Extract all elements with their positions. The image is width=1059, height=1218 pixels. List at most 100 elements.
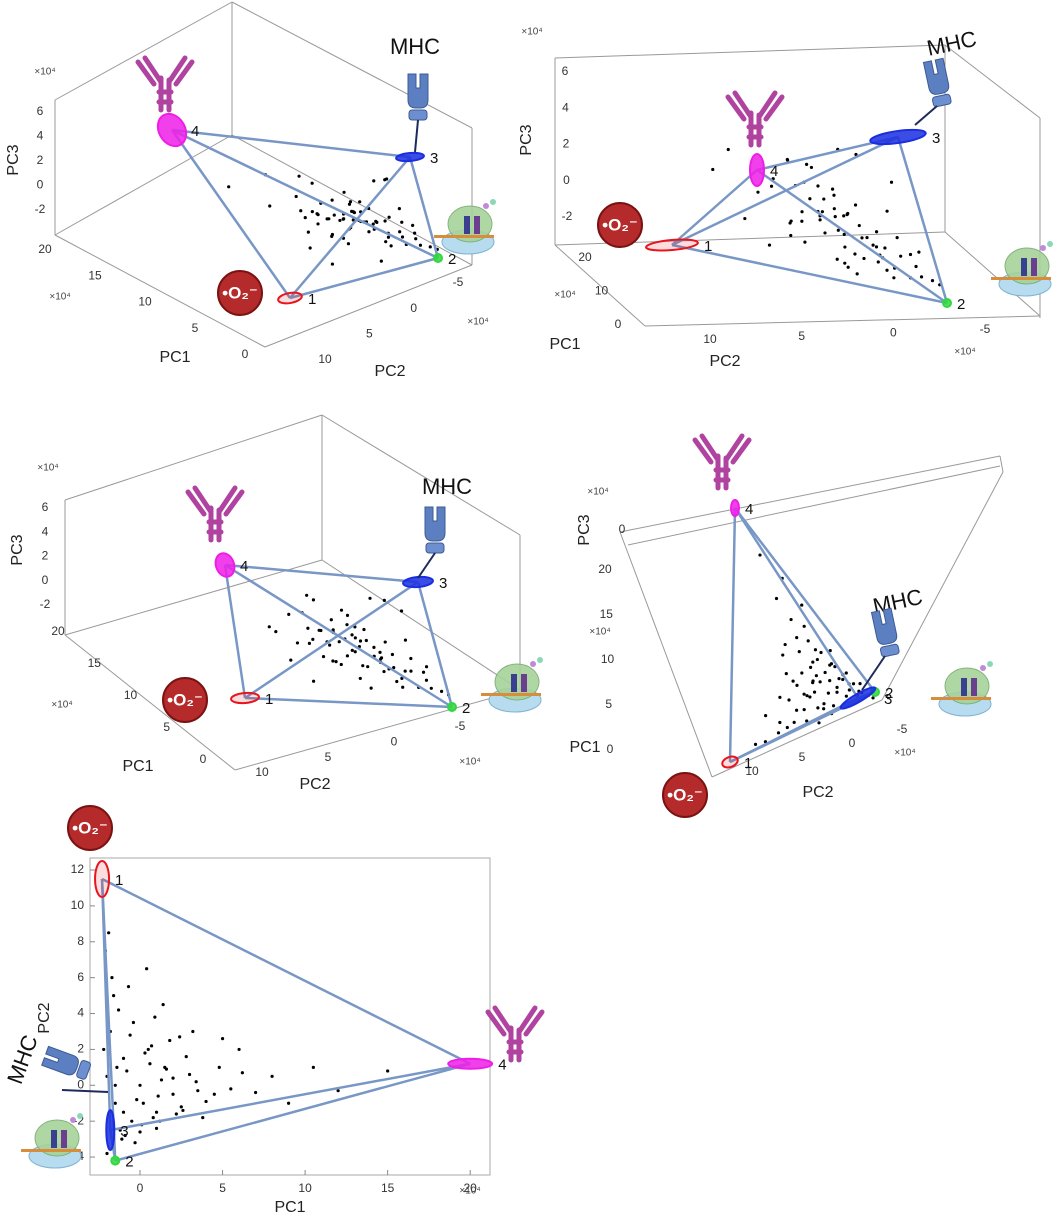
sample-point xyxy=(153,1015,157,1019)
cell-protein xyxy=(511,674,517,692)
sample-point xyxy=(164,1067,169,1071)
tick-label: 5 xyxy=(798,329,805,343)
sample-point xyxy=(171,1076,175,1080)
axis-label: PC3 xyxy=(9,534,26,565)
tick-label: 0 xyxy=(849,736,856,750)
sample-point xyxy=(220,1037,225,1041)
sample-point xyxy=(138,1130,142,1134)
tick-label: 15 xyxy=(88,656,102,670)
sample-point xyxy=(808,695,812,699)
tick-label: 5 xyxy=(325,750,332,764)
sample-point xyxy=(885,268,889,272)
sample-point xyxy=(156,1094,160,1098)
sample-point xyxy=(789,233,793,238)
mhc-body xyxy=(424,506,446,542)
sample-point xyxy=(828,649,832,653)
simplex-edge xyxy=(756,168,948,305)
sample-point xyxy=(812,690,817,694)
mhc-icon xyxy=(41,1045,92,1080)
box-edge xyxy=(54,234,266,348)
sample-point xyxy=(788,221,792,225)
sample-point xyxy=(802,624,806,628)
sample-point xyxy=(310,210,314,214)
sample-point xyxy=(899,254,903,258)
archetype xyxy=(730,499,740,517)
radical-icon xyxy=(217,270,263,316)
mhc-icon xyxy=(922,57,952,108)
antibody-icon xyxy=(485,1005,545,1063)
axis-label: PC2 xyxy=(709,353,740,370)
cell-dot xyxy=(77,1113,83,1119)
sample-point xyxy=(379,656,384,660)
sample-point xyxy=(382,598,386,602)
archetype xyxy=(433,253,443,263)
sample-point xyxy=(800,603,804,607)
sample-point xyxy=(329,618,333,622)
sample-point xyxy=(874,230,879,234)
archetype xyxy=(447,1057,494,1070)
sample-point xyxy=(820,210,824,214)
sample-point xyxy=(401,685,405,689)
sample-point xyxy=(413,231,417,235)
sample-point xyxy=(787,698,791,702)
box-edge xyxy=(944,44,1041,119)
tick-label: 20 xyxy=(578,250,592,264)
sample-point xyxy=(368,596,372,600)
archetype-label: 2 xyxy=(957,296,965,313)
sample-point xyxy=(141,1101,145,1105)
sample-point xyxy=(384,240,388,244)
archetype-label: 1 xyxy=(744,755,752,772)
sample-point xyxy=(128,1033,132,1037)
box-edge xyxy=(64,634,236,771)
mhc-body xyxy=(922,57,950,95)
archetype-label: 4 xyxy=(745,501,753,518)
sample-point xyxy=(843,261,847,265)
tick-label: 15 xyxy=(600,607,614,621)
tick-label: 15 xyxy=(381,1181,395,1195)
sample-point xyxy=(151,1115,155,1120)
mhc-label: MHC xyxy=(390,34,440,59)
antibody-icon xyxy=(135,55,195,113)
sample-point xyxy=(858,681,862,686)
mhc-body xyxy=(41,1045,79,1076)
cell-strand xyxy=(991,277,1051,280)
archetype xyxy=(156,112,188,148)
sample-point xyxy=(930,279,935,283)
sample-point xyxy=(802,692,806,696)
sample-point xyxy=(270,1074,274,1078)
sample-point xyxy=(819,650,823,655)
cell-dot xyxy=(537,657,543,663)
archetype xyxy=(749,153,765,187)
box-edge xyxy=(944,231,1041,317)
archetype-label: 3 xyxy=(120,1123,128,1140)
radical-icon xyxy=(662,772,708,818)
archetype-label: 1 xyxy=(265,691,273,708)
archetype-label: 3 xyxy=(430,150,438,167)
sample-point xyxy=(372,179,376,183)
sample-point xyxy=(803,240,807,244)
tick-label: 4 xyxy=(42,524,49,538)
axis-exponent: ×10⁴ xyxy=(51,700,72,711)
sample-point xyxy=(753,742,758,746)
simplex-edge xyxy=(223,564,247,699)
sample-point xyxy=(350,633,354,637)
sample-point xyxy=(429,686,433,690)
sample-point xyxy=(317,628,321,632)
cell-protein xyxy=(51,1130,57,1148)
axis-exponent: ×10⁴ xyxy=(467,317,488,328)
sample-point xyxy=(184,1054,188,1059)
axis-label: PC1 xyxy=(122,758,153,775)
tick-label: 4 xyxy=(562,100,569,114)
sample-point xyxy=(857,223,861,228)
axis-label: PC3 xyxy=(576,514,593,545)
sample-point xyxy=(148,1062,152,1066)
sample-point xyxy=(171,1092,175,1096)
sample-point xyxy=(919,275,924,279)
sample-point xyxy=(328,643,332,647)
sample-point xyxy=(135,1098,139,1102)
sample-point xyxy=(844,671,848,675)
tick-label: 10 xyxy=(745,764,759,778)
axis-exponent: ×10⁴ xyxy=(459,1186,480,1197)
sample-point xyxy=(908,252,913,257)
box-edge xyxy=(54,1,233,101)
